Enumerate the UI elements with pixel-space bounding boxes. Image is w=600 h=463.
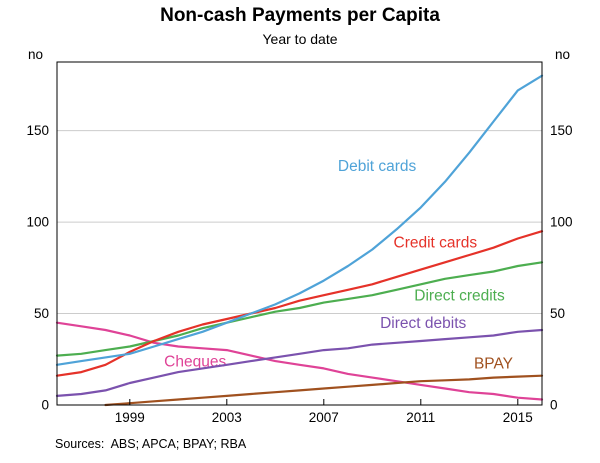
- y-tick-label-right: 50: [550, 306, 565, 321]
- y-tick-label-right: 0: [550, 398, 558, 413]
- series-label-direct-debits: Direct debits: [380, 315, 466, 332]
- y-tick-label-left: 50: [34, 306, 49, 321]
- credit-cards-line: [55, 230, 544, 377]
- x-tick-label: 2003: [212, 410, 242, 425]
- y-tick-label-left: 0: [41, 398, 49, 413]
- y-axis-unit-left: no: [28, 47, 44, 62]
- direct-credits-line: [55, 261, 544, 357]
- series-label-credit-cards: Credit cards: [394, 235, 478, 252]
- direct-debits-line: [55, 328, 544, 397]
- series-label-debit-cards: Debit cards: [338, 158, 417, 175]
- chart-subtitle: Year to date: [262, 31, 338, 47]
- y-tick-label-right: 150: [550, 123, 573, 138]
- y-tick-label-left: 100: [26, 215, 49, 230]
- bpay-line: [104, 374, 544, 407]
- y-tick-label-left: 150: [26, 123, 49, 138]
- x-tick-label: 2015: [503, 410, 533, 425]
- chart-title: Non-cash Payments per Capita: [160, 5, 440, 26]
- sources-note: Sources: ABS; APCA; BPAY; RBA: [55, 437, 247, 451]
- y-axis-unit-right: no: [554, 47, 570, 62]
- x-tick-label: 2011: [406, 410, 435, 425]
- y-tick-label-right: 100: [550, 215, 573, 230]
- plot-border: [56, 61, 543, 406]
- series-label-direct-credits: Direct credits: [414, 288, 505, 305]
- series-label-bpay: BPAY: [474, 355, 513, 372]
- x-tick-label: 2007: [309, 410, 339, 425]
- cheques-line: [55, 321, 544, 401]
- x-tick-label: 1999: [115, 410, 145, 425]
- series-label-cheques: Cheques: [164, 354, 226, 371]
- debit-cards-line: [55, 74, 544, 366]
